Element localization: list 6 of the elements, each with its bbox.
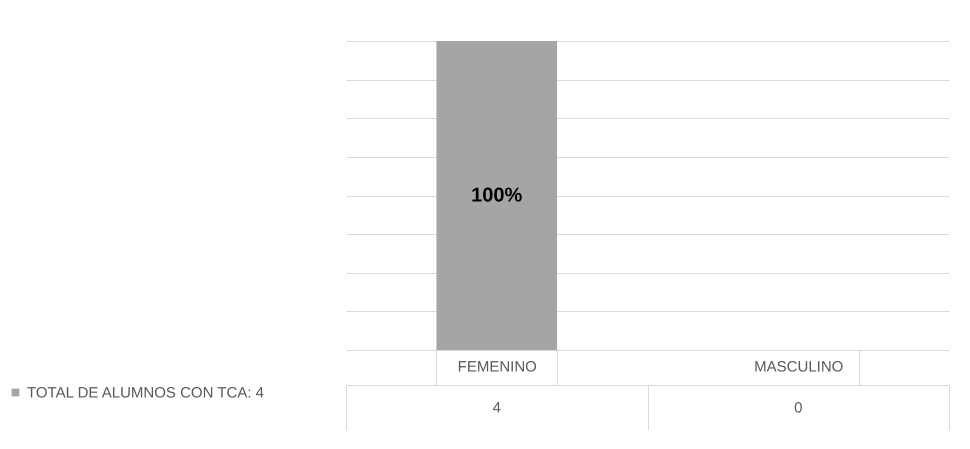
- data-label: 0: [794, 400, 802, 416]
- legend-label: TOTAL DE ALUMNOS CON TCA: 4: [27, 384, 264, 402]
- x-tick-label: FEMENINO: [458, 358, 537, 376]
- annotation: 100%: [471, 184, 523, 206]
- x-tick-label: MASCULINO: [754, 358, 844, 376]
- data-label: 4: [492, 400, 501, 416]
